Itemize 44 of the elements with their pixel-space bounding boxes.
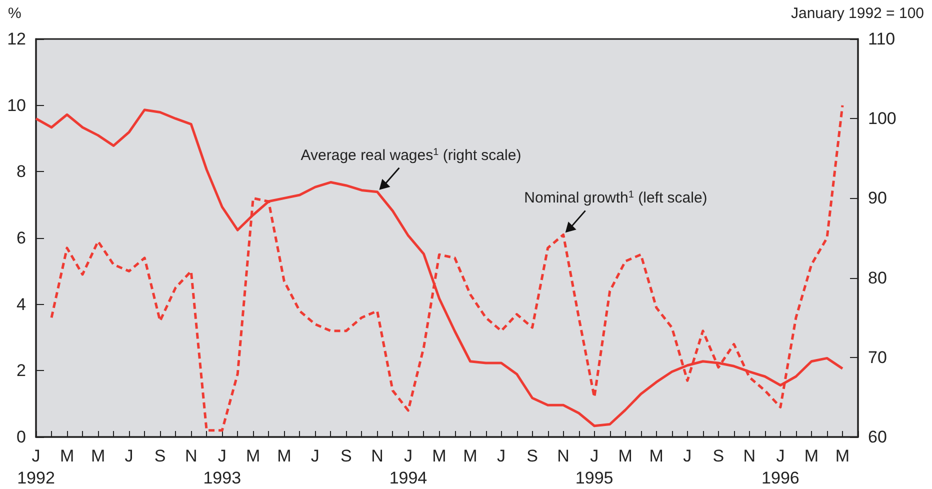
x-tick-label: J bbox=[683, 446, 692, 466]
x-tick-label: J 1994 bbox=[389, 446, 428, 488]
x-tick-label: M bbox=[90, 446, 106, 466]
x-tick-label: M bbox=[60, 446, 74, 466]
y2-tick-label: 100 bbox=[868, 109, 896, 128]
y-tick-label: 8 bbox=[16, 162, 26, 182]
x-tick-label: J bbox=[124, 446, 134, 466]
x-tick-label: J 1993 bbox=[203, 446, 242, 488]
x-tick-label: J bbox=[497, 446, 506, 466]
x-tick-label: S bbox=[154, 446, 166, 466]
x-tick-label: M bbox=[246, 446, 260, 466]
y-tick-label: 12 bbox=[7, 30, 26, 48]
x-tick-label: S bbox=[340, 446, 352, 466]
y-tick-label: 0 bbox=[16, 428, 26, 446]
annotation: Average real wages$^{1}$ (right scale) bbox=[300, 146, 522, 164]
x-tick-label: S bbox=[526, 446, 538, 466]
y-tick-label: 10 bbox=[7, 96, 26, 115]
y2-axis-title: January 1992 = 100 bbox=[790, 5, 924, 22]
x-tick-label: N bbox=[371, 446, 384, 466]
y2-tick-label: 70 bbox=[868, 348, 887, 367]
x-tick-label: J 1992 bbox=[17, 446, 55, 488]
x-tick-label: M bbox=[463, 446, 478, 466]
x-tick-label: S bbox=[712, 446, 724, 466]
y-tick-label: 2 bbox=[16, 361, 26, 380]
y-tick-label: 6 bbox=[16, 228, 26, 248]
x-tick-label: M bbox=[432, 446, 446, 466]
x-tick-label: N bbox=[557, 446, 570, 466]
y2-tick-label: 80 bbox=[868, 268, 887, 288]
y-tick-label: 4 bbox=[16, 294, 26, 314]
y2-tick-label: 90 bbox=[868, 188, 887, 208]
x-tick-label: M bbox=[835, 446, 850, 466]
annotation: Nominal growth$^{1}$ (left scale) bbox=[524, 189, 708, 207]
x-tick-label: M bbox=[277, 446, 292, 466]
x-tick-label: J bbox=[310, 446, 320, 466]
x-tick-label: N bbox=[184, 446, 198, 466]
x-tick-label: M bbox=[649, 446, 664, 466]
x-tick-label: N bbox=[743, 446, 756, 466]
y2-tick-label: 110 bbox=[868, 30, 896, 48]
x-tick-label: M bbox=[804, 446, 819, 466]
y-axis-title: % bbox=[8, 5, 22, 22]
x-tick-label: M bbox=[618, 446, 632, 466]
x-tick-label: J 1996 bbox=[762, 446, 800, 488]
y2-tick-label: 60 bbox=[868, 428, 887, 446]
x-tick-label: J 1995 bbox=[575, 446, 614, 488]
